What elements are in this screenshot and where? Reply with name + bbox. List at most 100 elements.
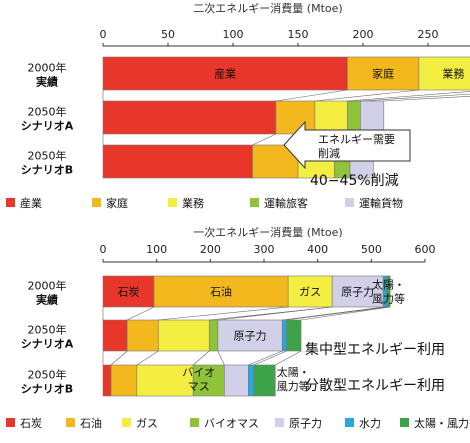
connector-line [282, 306, 384, 321]
connector-line [347, 91, 470, 102]
legend-swatch [6, 198, 15, 207]
x-tick-label: 0 [100, 243, 107, 256]
segment-label: 業務 [442, 67, 464, 81]
row-label-scenario: シナリオB [21, 164, 73, 177]
bar-segment [223, 364, 249, 397]
legend-swatch [275, 418, 284, 427]
legend-label: ガス [136, 417, 158, 430]
x-tick-label: 400 [307, 243, 328, 256]
chart-title: 二次エネルギー消費量 (Mtoe) [193, 1, 342, 15]
legend-label: 業務 [182, 196, 204, 210]
bar-segment [287, 275, 333, 308]
x-tick-label: 100 [223, 28, 244, 41]
x-tick-label: 250 [418, 28, 439, 41]
connector-line [360, 93, 470, 102]
bar-segment [110, 364, 138, 397]
x-tick-label: 100 [146, 243, 167, 256]
row-label-scenario: シナリオA [21, 338, 74, 351]
connector-line [253, 350, 287, 366]
segment-label: 石油 [210, 285, 232, 299]
segment-label: 原子力 [234, 330, 267, 343]
bar-segment [192, 364, 225, 397]
bar-segment [208, 319, 219, 352]
legend-label: 石炭 [20, 417, 42, 430]
row-label-scenario: シナリオA [21, 120, 74, 133]
legend-label: バイオマス [204, 417, 259, 430]
connector-line [192, 350, 210, 366]
connector-line [217, 350, 225, 366]
segment-label: マス [188, 380, 210, 393]
x-tick-label: 500 [361, 243, 382, 256]
row-label-year: 2050年 [28, 105, 67, 119]
x-tick-label: 300 [254, 243, 275, 256]
connector-line [136, 350, 159, 366]
bar-segment [157, 319, 210, 352]
legend-label: 太陽・風力等 [414, 416, 470, 430]
connector-line [127, 306, 155, 321]
connector-line [286, 306, 387, 321]
segment-label: 原子力 [341, 286, 374, 299]
x-tick-label: 150 [288, 28, 309, 41]
legend-swatch [168, 198, 177, 207]
connector-line [252, 133, 277, 146]
row-label-scenario: 実績 [36, 75, 58, 89]
connector-line [248, 350, 283, 366]
bar-segment [253, 364, 276, 397]
row-label-scenario: シナリオB [21, 383, 73, 396]
bar-segment [217, 319, 283, 352]
legend-swatch [92, 198, 101, 207]
bar-segment [102, 275, 155, 308]
bar-segment [248, 364, 255, 397]
x-tick-label: 200 [200, 243, 221, 256]
legend-label: 産業 [20, 197, 42, 210]
bar-segment [136, 364, 194, 397]
row-label-year: 2050年 [28, 149, 67, 163]
segment-label: 風力等 [372, 292, 405, 306]
scenario-a-note: 集中型エネルギー利用 [305, 341, 445, 358]
legend-label: 家庭 [106, 196, 128, 210]
reduction-arrow [283, 120, 411, 170]
legend-swatch [122, 418, 131, 427]
segment-label: バイオ [182, 366, 215, 379]
bar-segment [126, 319, 159, 352]
arrow-text-line1: エネルギー需要 [318, 133, 395, 146]
connector-line [275, 350, 302, 366]
connector-line [158, 306, 289, 321]
row-label-scenario: 実績 [36, 293, 58, 307]
bar-segment [314, 100, 348, 135]
connector-line [275, 89, 348, 102]
legend-swatch [190, 418, 199, 427]
legend-swatch [66, 418, 75, 427]
legend-label: 原子力 [289, 417, 322, 430]
legend-swatch [250, 198, 259, 207]
bar-segment [275, 100, 316, 135]
x-tick-label: 200 [353, 28, 374, 41]
row-label-year: 2050年 [28, 368, 67, 382]
bar-segment [102, 144, 253, 179]
legend-label: 石油 [80, 416, 102, 430]
bar-segment [418, 56, 470, 91]
legend-label: 運輸貨物 [359, 196, 403, 210]
row-label-year: 2050年 [28, 323, 67, 337]
segment-label: 風力等 [277, 379, 310, 393]
x-tick-label: 0 [100, 28, 107, 41]
row-label-year: 2000年 [28, 61, 67, 75]
bar-segment [347, 56, 420, 91]
bar-segment [102, 100, 277, 135]
segment-label: 太陽・ [372, 279, 405, 292]
reduction-text: 40−45%削減 [310, 172, 399, 189]
connector-line [300, 306, 391, 321]
bar-segment [360, 100, 385, 135]
bar-segment [331, 275, 384, 308]
legend-swatch [6, 418, 15, 427]
legend-label: 水力 [359, 417, 381, 430]
legend-swatch [345, 198, 354, 207]
bar-segment [347, 100, 361, 135]
connector-line [383, 95, 470, 102]
bar-segment [102, 319, 128, 352]
bar-segment [281, 319, 287, 352]
bar-segment [102, 364, 112, 397]
segment-label: 産業 [214, 68, 236, 81]
bar-segment [286, 319, 302, 352]
